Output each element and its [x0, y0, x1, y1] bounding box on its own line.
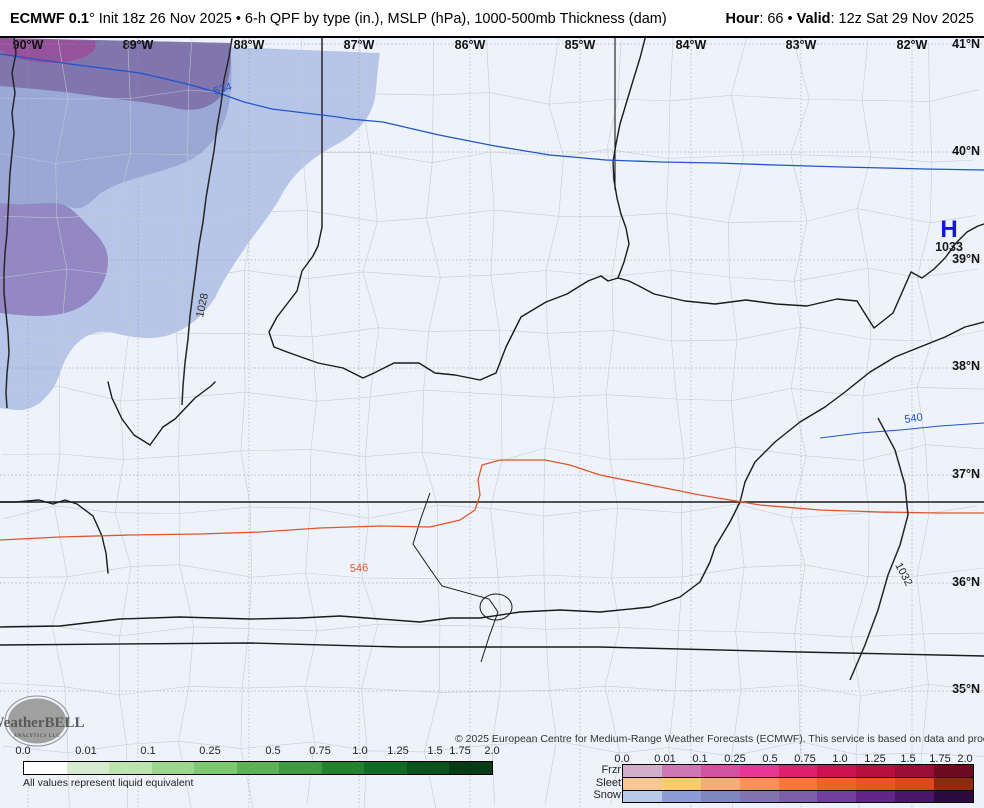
svg-text:83°W: 83°W	[786, 38, 817, 52]
svg-text:WeatherBELL: WeatherBELL	[0, 715, 85, 731]
svg-text:39°N: 39°N	[952, 252, 980, 266]
svg-text:546: 546	[350, 562, 369, 575]
svg-text:89°W: 89°W	[123, 38, 154, 52]
svg-text:41°N: 41°N	[952, 38, 980, 51]
svg-text:40°N: 40°N	[952, 144, 980, 158]
svg-text:ANALYTICS LLC: ANALYTICS LLC	[13, 734, 60, 739]
svg-text:37°N: 37°N	[952, 467, 980, 481]
svg-text:35°N: 35°N	[952, 682, 980, 696]
svg-text:36°N: 36°N	[952, 575, 980, 589]
svg-text:84°W: 84°W	[676, 38, 707, 52]
svg-text:H: H	[940, 216, 957, 243]
svg-text:38°N: 38°N	[952, 359, 980, 373]
svg-text:86°W: 86°W	[455, 38, 486, 52]
svg-text:90°W: 90°W	[13, 38, 44, 52]
svg-text:87°W: 87°W	[344, 38, 375, 52]
svg-text:82°W: 82°W	[897, 38, 928, 52]
svg-text:540: 540	[904, 412, 924, 426]
svg-text:88°W: 88°W	[234, 38, 265, 52]
svg-text:85°W: 85°W	[565, 38, 596, 52]
svg-text:1033: 1033	[935, 240, 963, 254]
